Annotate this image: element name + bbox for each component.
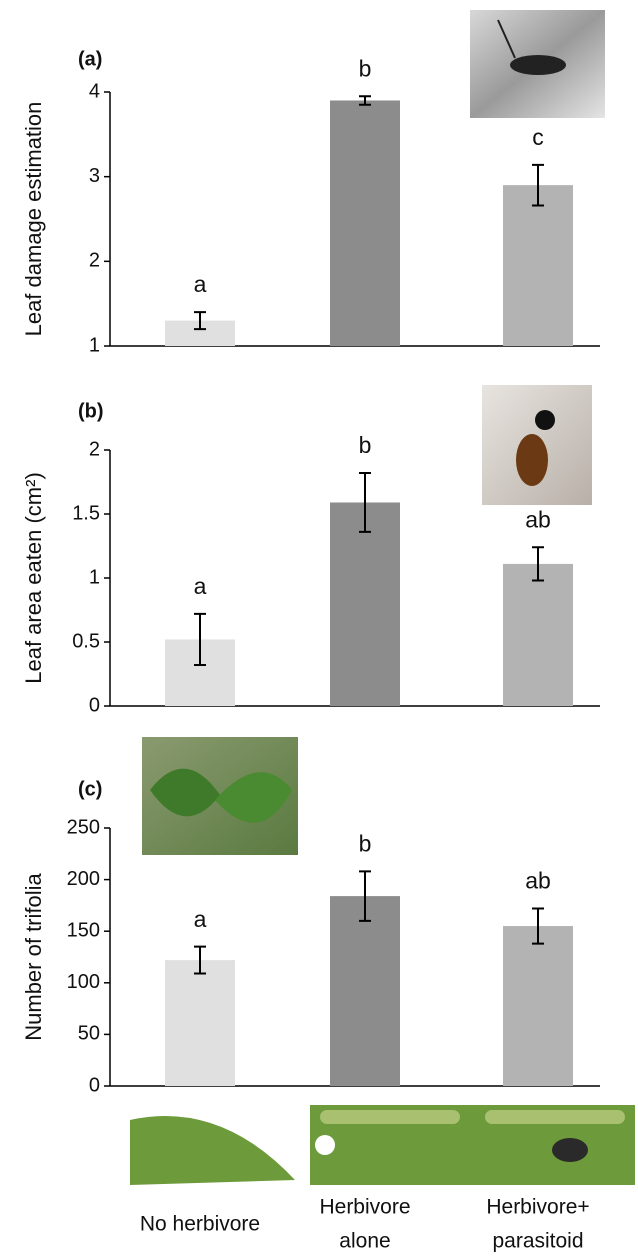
y-tick-label: 2 xyxy=(89,250,100,272)
panel-label: (b) xyxy=(78,400,104,422)
error-bar xyxy=(359,95,371,106)
photo-wasp-b xyxy=(482,385,592,505)
error-bar xyxy=(194,311,206,331)
significance-label: b xyxy=(359,432,372,458)
y-tick-label: 50 xyxy=(78,1023,100,1045)
significance-label: c xyxy=(532,124,544,150)
x-tick-label: Herbivore xyxy=(319,1196,410,1219)
panel-label: (c) xyxy=(78,778,102,800)
y-axis-label: Number of trifolia xyxy=(21,872,46,1040)
panel-label: (a) xyxy=(78,48,102,70)
error-bar xyxy=(359,870,371,922)
error-bar xyxy=(532,163,544,207)
x-tick-label: Herbivore+ xyxy=(486,1196,589,1219)
error-bar xyxy=(532,546,544,582)
y-tick-label: 4 xyxy=(89,80,100,102)
x-tick-label: parasitoid xyxy=(492,1230,583,1253)
photo-wasp-a xyxy=(470,10,605,118)
y-tick-label: 1.5 xyxy=(72,502,100,524)
y-tick-label: 0.5 xyxy=(72,630,100,652)
y-tick-label: 3 xyxy=(89,165,100,187)
bar xyxy=(330,896,400,1086)
bar xyxy=(503,185,573,346)
bar xyxy=(330,100,400,346)
significance-label: ab xyxy=(525,506,551,532)
y-axis-label: Leaf damage estimation xyxy=(21,102,46,337)
significance-label: a xyxy=(194,573,207,599)
significance-label: b xyxy=(359,55,372,81)
error-bar xyxy=(359,472,371,533)
y-tick-label: 150 xyxy=(67,919,100,941)
bar xyxy=(330,502,400,706)
leaf-images xyxy=(130,1105,635,1185)
y-tick-label: 0 xyxy=(89,694,100,716)
bar xyxy=(165,960,235,1086)
y-tick-label: 200 xyxy=(67,868,100,890)
y-axis-label: Leaf area eaten (cm²) xyxy=(21,472,46,684)
error-bar xyxy=(194,612,206,667)
significance-label: b xyxy=(359,830,372,856)
y-tick-label: 2 xyxy=(89,438,100,460)
error-bar xyxy=(194,945,206,975)
y-tick-label: 1 xyxy=(89,334,100,356)
error-bar xyxy=(532,907,544,945)
photo-plant xyxy=(142,737,298,855)
x-tick-label: alone xyxy=(339,1230,390,1253)
y-tick-label: 100 xyxy=(67,971,100,993)
x-tick-label: No herbivore xyxy=(140,1213,260,1236)
significance-label: a xyxy=(194,906,207,932)
significance-label: a xyxy=(194,271,207,297)
y-tick-label: 250 xyxy=(67,816,100,838)
y-tick-label: 0 xyxy=(89,1074,100,1096)
bar xyxy=(503,926,573,1086)
bar xyxy=(503,563,573,706)
significance-label: ab xyxy=(525,868,551,894)
y-tick-label: 1 xyxy=(89,566,100,588)
